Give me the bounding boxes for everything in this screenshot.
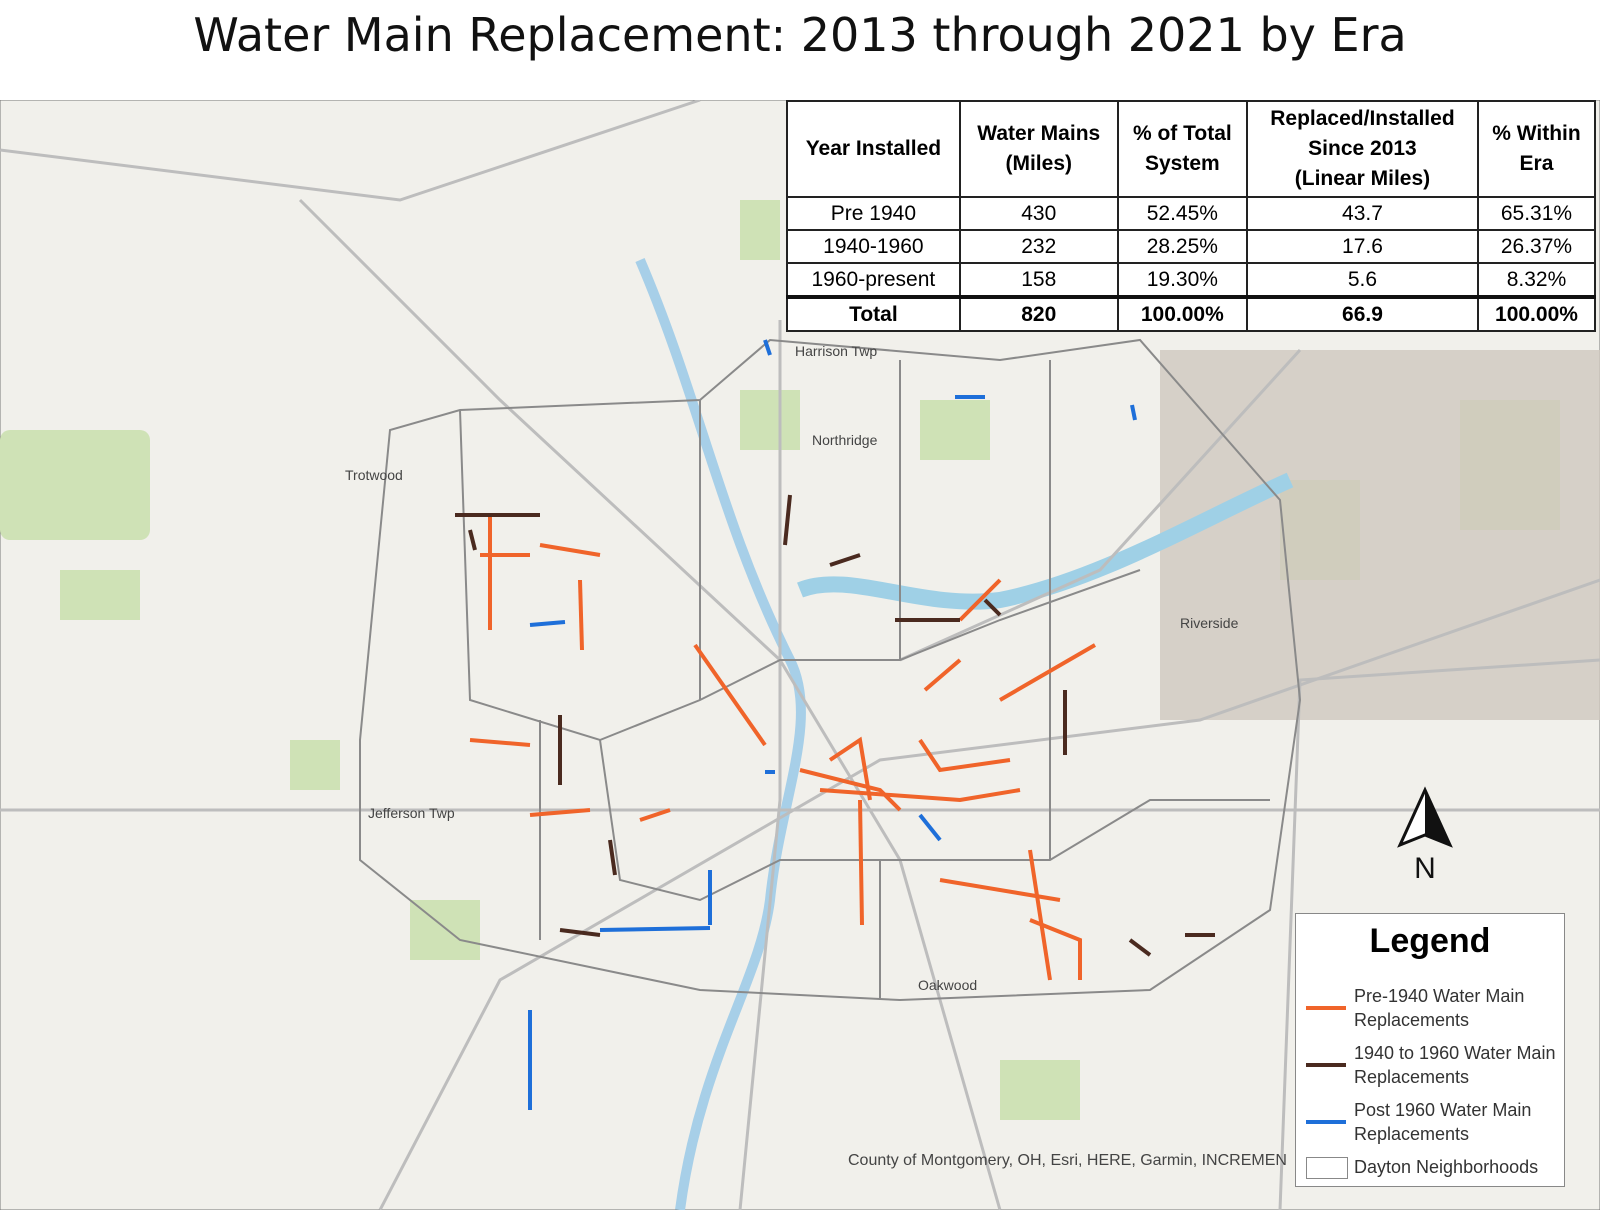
place-label: Oakwood xyxy=(918,977,977,993)
total-cell: Total xyxy=(786,295,961,332)
place-label: Northridge xyxy=(812,432,878,448)
legend-label: 1940 to 1960 Water Main Replacements xyxy=(1354,1043,1556,1087)
legend-swatch xyxy=(1306,1063,1346,1067)
table-cell: 1940-1960 xyxy=(786,229,961,264)
legend-swatch xyxy=(1306,1157,1348,1179)
total-cell: 100.00% xyxy=(1116,295,1248,332)
table-body: Pre 1940 430 52.45% 43.7 65.31% 1940-1960 232 2… xyxy=(786,196,1597,332)
title: Water Main Replacement: 2013 through 202… xyxy=(193,8,1407,62)
north-arrow: N xyxy=(1397,786,1453,885)
header-cell: Replaced/Installed Since 2013 (Linear Mi… xyxy=(1245,100,1479,198)
table-cell: 232 xyxy=(958,229,1119,264)
table-row: 1960-present 158 19.30% 5.6 8.32% xyxy=(786,262,1597,298)
legend-label: Pre-1940 Water Main Replacements xyxy=(1354,986,1525,1030)
summary-table: Year Installed Water Mains (Miles)% of To… xyxy=(786,100,1597,332)
header-cell: Water Mains (Miles) xyxy=(958,100,1119,198)
legend-swatch xyxy=(1306,1120,1346,1124)
table-cell: 43.7 xyxy=(1245,196,1479,231)
place-label: Trotwood xyxy=(345,467,403,483)
total-cell: 100.00% xyxy=(1476,295,1597,332)
north-label: N xyxy=(1414,852,1436,885)
pre-1940-replacements xyxy=(469,515,1097,981)
post-1960-replacements xyxy=(528,339,1137,1110)
header-cell: % Within Era xyxy=(1476,100,1597,198)
legend-title: Legend xyxy=(1369,922,1491,960)
river xyxy=(635,258,806,1210)
table-header: Year Installed Water Mains (Miles)% of To… xyxy=(786,100,1597,198)
table-cell: 5.6 xyxy=(1245,262,1479,298)
place-label: Jefferson Twp xyxy=(368,805,455,821)
legend-label: Dayton Neighborhoods xyxy=(1354,1157,1539,1177)
attribution: County of Montgomery, OH, Esri, HERE, Ga… xyxy=(848,1152,1287,1169)
table-cell: 52.45% xyxy=(1116,196,1248,231)
table-cell: 1960-present xyxy=(786,262,961,298)
legend-swatch xyxy=(1306,1006,1346,1010)
place-label: Harrison Twp xyxy=(795,343,877,359)
total-row: Total 820 100.00% 66.9 100.00% xyxy=(786,295,1597,332)
1940-1960-replacements xyxy=(455,494,1215,957)
legend-label: Post 1960 Water Main Replacements xyxy=(1354,1100,1532,1144)
table-cell: 430 xyxy=(958,196,1119,231)
neighborhood-boundaries xyxy=(359,338,1302,1002)
legend: Legend Pre-1940 Water Main Replacements 1… xyxy=(1295,913,1565,1187)
header-cell: Year Installed xyxy=(786,100,961,198)
river xyxy=(797,472,1294,610)
table-cell: 158 xyxy=(958,262,1119,298)
table-cell: 19.30% xyxy=(1116,262,1248,298)
table-cell: 65.31% xyxy=(1476,196,1597,231)
total-cell: 66.9 xyxy=(1245,295,1479,332)
table-cell: 8.32% xyxy=(1476,262,1597,298)
table-cell: 17.6 xyxy=(1245,229,1479,264)
total-cell: 820 xyxy=(958,295,1119,332)
table-cell: Pre 1940 xyxy=(786,196,961,231)
table-cell: 28.25% xyxy=(1116,229,1248,264)
table-row: Pre 1940 430 52.45% 43.7 65.31% xyxy=(786,196,1597,231)
table-cell: 26.37% xyxy=(1476,229,1597,264)
header-cell: % of Total System xyxy=(1116,100,1248,198)
place-label: Riverside xyxy=(1180,615,1239,631)
table-row: 1940-1960 232 28.25% 17.6 26.37% xyxy=(786,229,1597,264)
